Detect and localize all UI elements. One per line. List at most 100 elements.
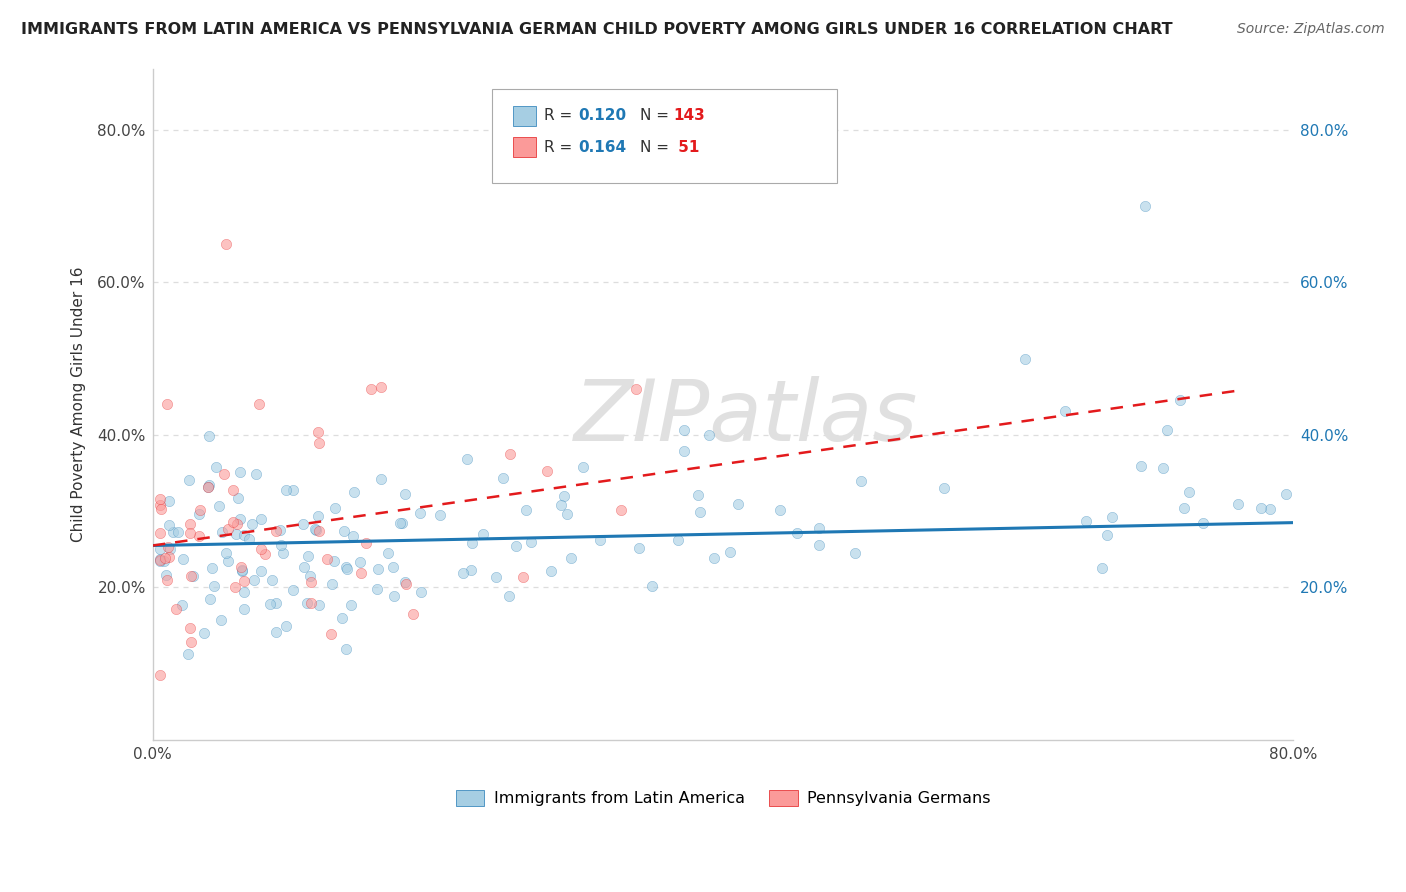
Point — [560, 550, 582, 565]
Point — [157, 549, 180, 564]
Point — [395, 577, 418, 591]
Point — [307, 509, 329, 524]
Point — [165, 601, 187, 615]
Point — [149, 498, 172, 512]
Point — [198, 591, 221, 606]
Text: 143: 143 — [673, 109, 706, 123]
Point — [264, 524, 287, 538]
Point — [360, 382, 382, 396]
Point — [1260, 502, 1282, 516]
Point — [370, 380, 392, 394]
Point — [1250, 501, 1272, 516]
Point — [308, 524, 330, 538]
Point — [262, 573, 284, 587]
Point — [149, 668, 172, 682]
Point — [156, 397, 179, 411]
Point — [336, 562, 359, 576]
Point — [229, 512, 252, 526]
Point — [270, 538, 292, 552]
Text: ZIPatlas: ZIPatlas — [574, 376, 918, 459]
Text: N =: N = — [640, 140, 673, 154]
Point — [536, 464, 558, 478]
Point — [245, 467, 267, 482]
Point — [628, 541, 651, 555]
Point — [157, 517, 180, 532]
Point — [273, 546, 295, 560]
Point — [179, 621, 201, 635]
Point — [689, 505, 711, 519]
Text: Source: ZipAtlas.com: Source: ZipAtlas.com — [1237, 22, 1385, 37]
Point — [304, 522, 326, 536]
Point — [460, 563, 482, 577]
Point — [697, 427, 720, 442]
Point — [461, 536, 484, 550]
Point — [641, 578, 664, 592]
Point — [356, 536, 378, 550]
Point — [1014, 351, 1036, 366]
Point — [188, 529, 211, 543]
Point — [180, 635, 202, 649]
Point — [550, 498, 572, 512]
Point — [1275, 486, 1298, 500]
Point — [769, 503, 792, 517]
Point — [253, 547, 276, 561]
Point — [209, 613, 232, 627]
Point — [240, 516, 263, 531]
Point — [666, 533, 689, 548]
Point — [720, 545, 742, 559]
Point — [315, 552, 337, 566]
Text: N =: N = — [640, 109, 673, 123]
Point — [231, 563, 253, 577]
Point — [808, 538, 831, 552]
Point — [281, 583, 304, 598]
Point — [557, 507, 579, 521]
Point — [153, 554, 176, 568]
Point — [250, 542, 273, 557]
Point — [193, 625, 215, 640]
Point — [519, 535, 541, 549]
Point — [350, 566, 373, 581]
Point — [243, 574, 266, 588]
Point — [498, 589, 520, 603]
Point — [572, 460, 595, 475]
Point — [247, 397, 270, 411]
Point — [1076, 514, 1098, 528]
Point — [180, 568, 202, 582]
Point — [1091, 561, 1114, 575]
Point — [232, 584, 254, 599]
Point — [1168, 392, 1191, 407]
Point — [321, 577, 343, 591]
Point — [197, 480, 219, 494]
Point — [264, 596, 287, 610]
Point — [703, 551, 725, 566]
Point — [1191, 516, 1213, 530]
Point — [149, 553, 172, 567]
Point — [217, 554, 239, 568]
Point — [409, 585, 432, 599]
Point — [156, 573, 179, 587]
Point — [322, 553, 344, 567]
Point — [512, 569, 534, 583]
Point — [149, 525, 172, 540]
Point — [844, 546, 866, 560]
Point — [249, 512, 271, 526]
Point — [276, 483, 298, 497]
Point — [153, 551, 176, 566]
Point — [224, 580, 246, 594]
Point — [215, 545, 238, 559]
Point — [233, 602, 256, 616]
Point — [342, 529, 364, 543]
Point — [330, 610, 353, 624]
Point — [157, 494, 180, 508]
Point — [228, 465, 250, 479]
Point — [319, 626, 342, 640]
Point — [149, 502, 172, 516]
Point — [205, 459, 228, 474]
Point — [366, 582, 388, 596]
Point — [269, 523, 291, 537]
Point — [727, 497, 749, 511]
Point — [226, 491, 249, 505]
Point — [402, 607, 425, 621]
Point — [1227, 497, 1250, 511]
Point — [217, 522, 239, 536]
